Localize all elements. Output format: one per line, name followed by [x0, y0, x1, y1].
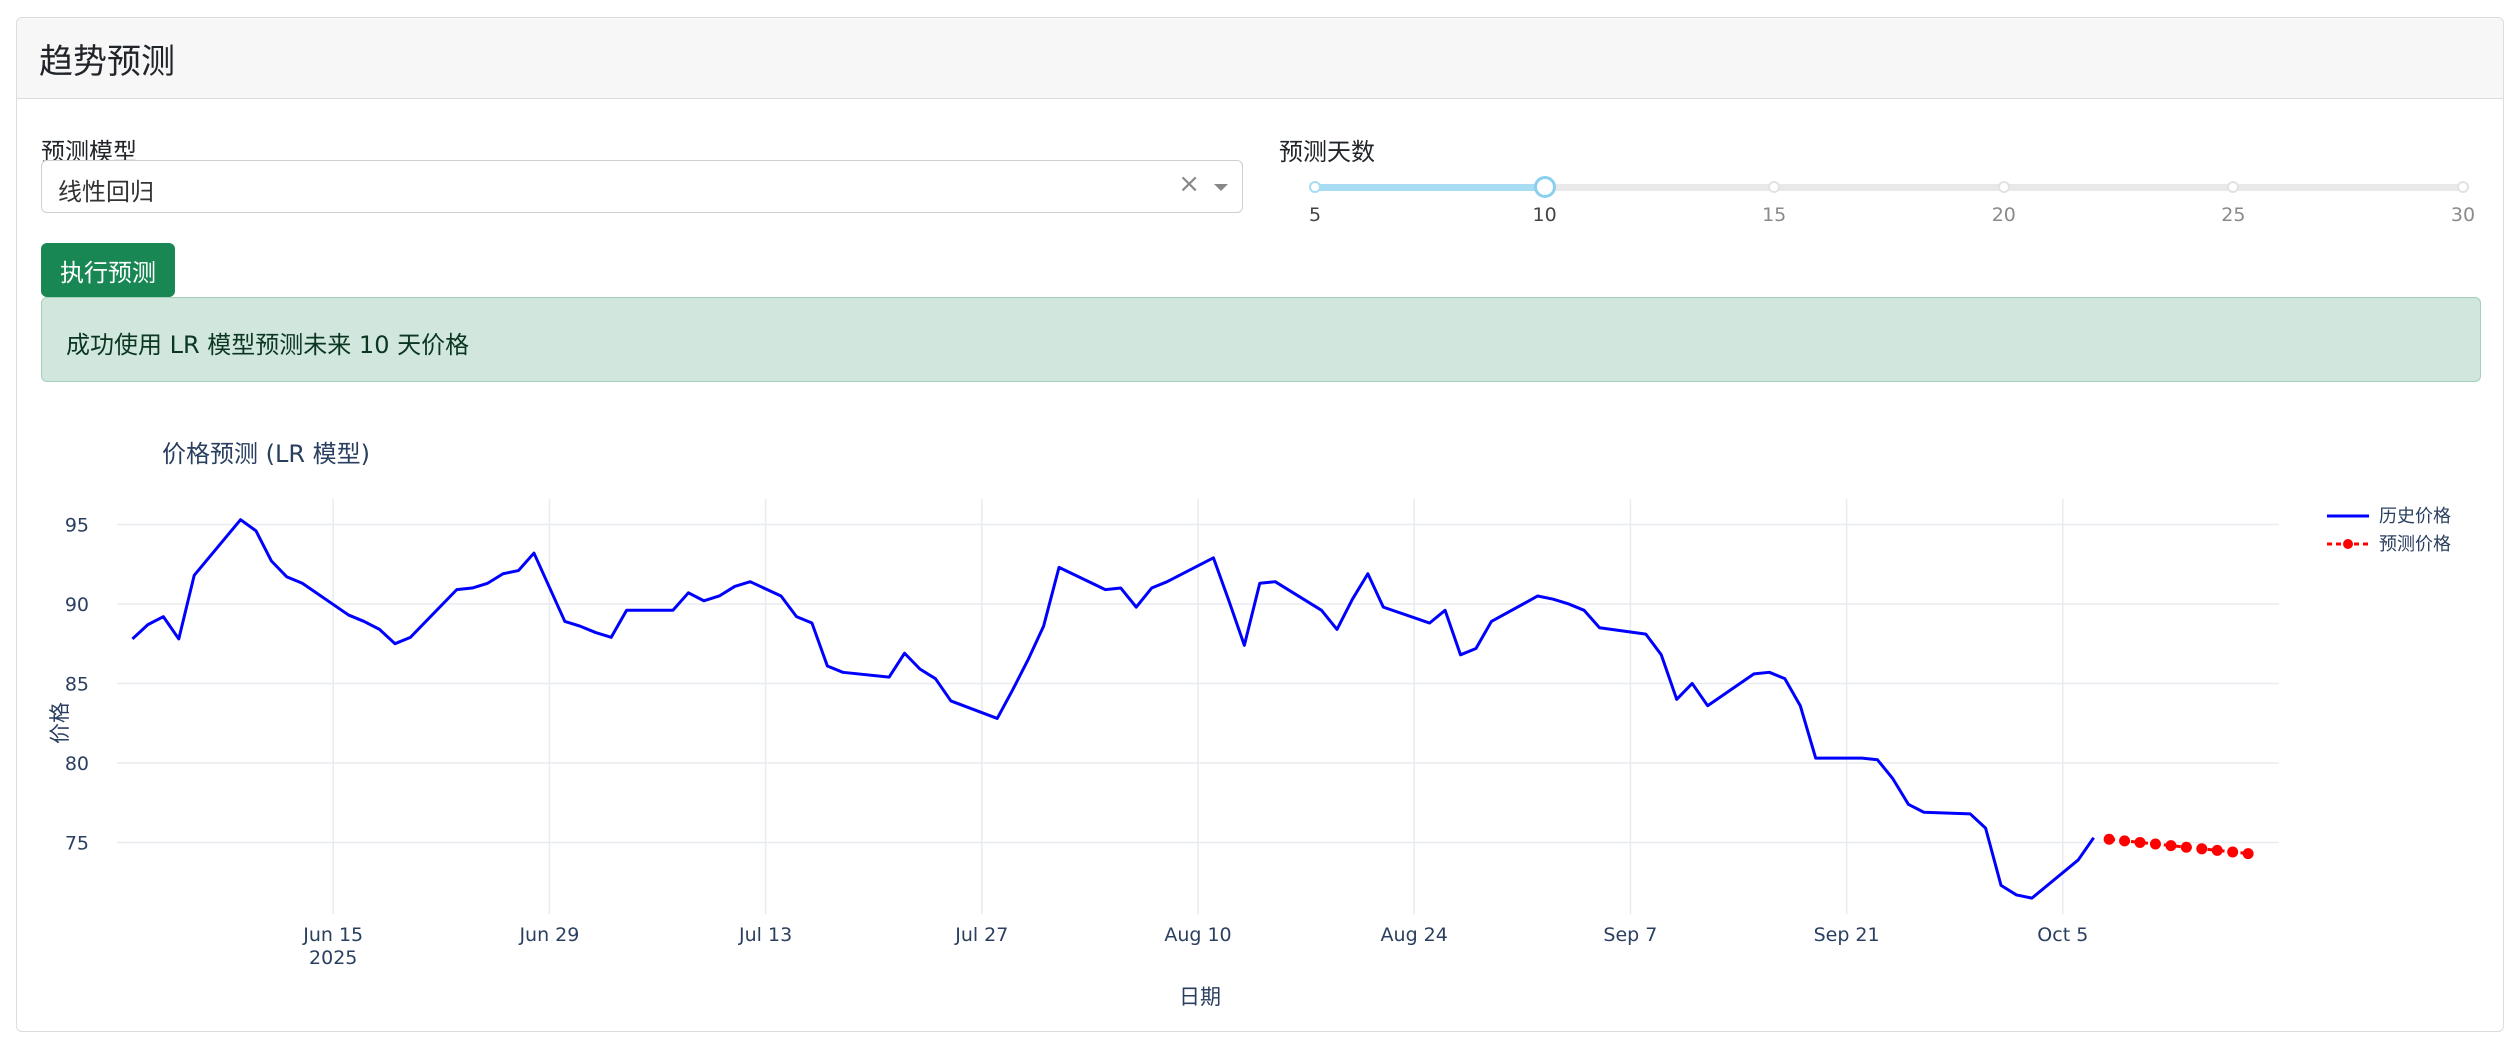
legend[interactable]: 历史价格 预测价格	[2327, 506, 2451, 555]
forecast-point[interactable]	[2134, 836, 2146, 848]
chevron-down-icon[interactable]	[1214, 184, 1228, 191]
x-tick-label: Jul 13	[738, 924, 792, 946]
days-slider[interactable]: 5 10 15 20 25 30	[1309, 166, 2475, 226]
forecast-point[interactable]	[2227, 846, 2239, 858]
days-label: 预测天数	[1279, 138, 1375, 166]
model-select[interactable]: 线性回归 ×	[41, 160, 1243, 213]
x-tick-label: Aug 10	[1164, 924, 1231, 946]
alert-message: 成功使用 LR 模型预测未来 10 天价格	[66, 331, 470, 359]
legend-forecast-marker	[2343, 539, 2353, 549]
x-tick-label: Oct 5	[2037, 924, 2088, 946]
forecast-point[interactable]	[2196, 843, 2208, 855]
x-tick-label: Sep 7	[1603, 924, 1657, 946]
run-forecast-button[interactable]: 执行预测	[41, 243, 175, 297]
history-price-line[interactable]	[131, 518, 2095, 900]
slider-dot-30[interactable]	[2457, 181, 2469, 193]
y-tick-label: 85	[65, 673, 89, 695]
slider-dot-15[interactable]	[1768, 181, 1781, 193]
slider-mark-25[interactable]: 25	[2221, 204, 2246, 226]
forecast-point[interactable]	[2103, 833, 2115, 845]
x-tick-label: Jun 15	[302, 924, 363, 946]
model-select-value: 线性回归	[58, 178, 154, 206]
slider-track	[1315, 184, 1545, 191]
forecast-point[interactable]	[2180, 841, 2192, 853]
legend-history-label[interactable]: 历史价格	[2379, 506, 2451, 527]
slider-mark-5[interactable]: 5	[1308, 204, 1322, 226]
y-tick-label: 75	[65, 832, 89, 854]
slider-mark-30[interactable]: 30	[2450, 204, 2476, 226]
x-tick-label: Aug 24	[1381, 924, 1448, 946]
slider-mark-15[interactable]: 15	[1762, 204, 1787, 226]
chart-title: 价格预测 (LR 模型)	[162, 440, 370, 468]
slider-mark-20[interactable]: 20	[1991, 204, 2016, 226]
slider-dot-20[interactable]	[1997, 181, 2010, 193]
clear-icon[interactable]: ×	[1178, 169, 1200, 199]
success-alert: 成功使用 LR 模型预测未来 10 天价格	[41, 297, 2481, 382]
card-header: 趋势预测	[17, 18, 2503, 99]
y-tick-label: 80	[65, 753, 89, 775]
x-tick-label: Jun 29	[518, 924, 579, 946]
forecast-point[interactable]	[2149, 838, 2161, 850]
forecast-point[interactable]	[2211, 844, 2223, 856]
legend-forecast-label[interactable]: 预测价格	[2379, 534, 2451, 555]
forecast-price-line[interactable]	[2108, 837, 2249, 856]
y-axis-title: 价格	[48, 702, 72, 744]
trend-forecast-card: 趋势预测 预测模型 线性回归 × 预测天数 5 10 15 20 25 30 执行预测 成…	[16, 17, 2504, 1032]
x-axis-title: 日期	[1179, 985, 1221, 1009]
forecast-point[interactable]	[2242, 848, 2254, 860]
slider-dot-5[interactable]	[1309, 181, 1321, 193]
slider-mark-10[interactable]: 10	[1532, 204, 1557, 226]
x-tick-year-label: 2025	[309, 947, 357, 969]
card-title: 趋势预测	[39, 41, 175, 82]
x-tick-label: Jul 27	[954, 924, 1008, 946]
slider-handle[interactable]	[1533, 176, 1556, 198]
forecast-point[interactable]	[2165, 840, 2177, 852]
forecast-point[interactable]	[2119, 835, 2131, 847]
slider-rail[interactable]	[1315, 184, 2463, 191]
y-tick-label: 95	[65, 514, 89, 536]
x-tick-label: Sep 21	[1814, 924, 1880, 946]
y-tick-label: 90	[65, 594, 89, 616]
slider-dot-25[interactable]	[2227, 181, 2240, 193]
